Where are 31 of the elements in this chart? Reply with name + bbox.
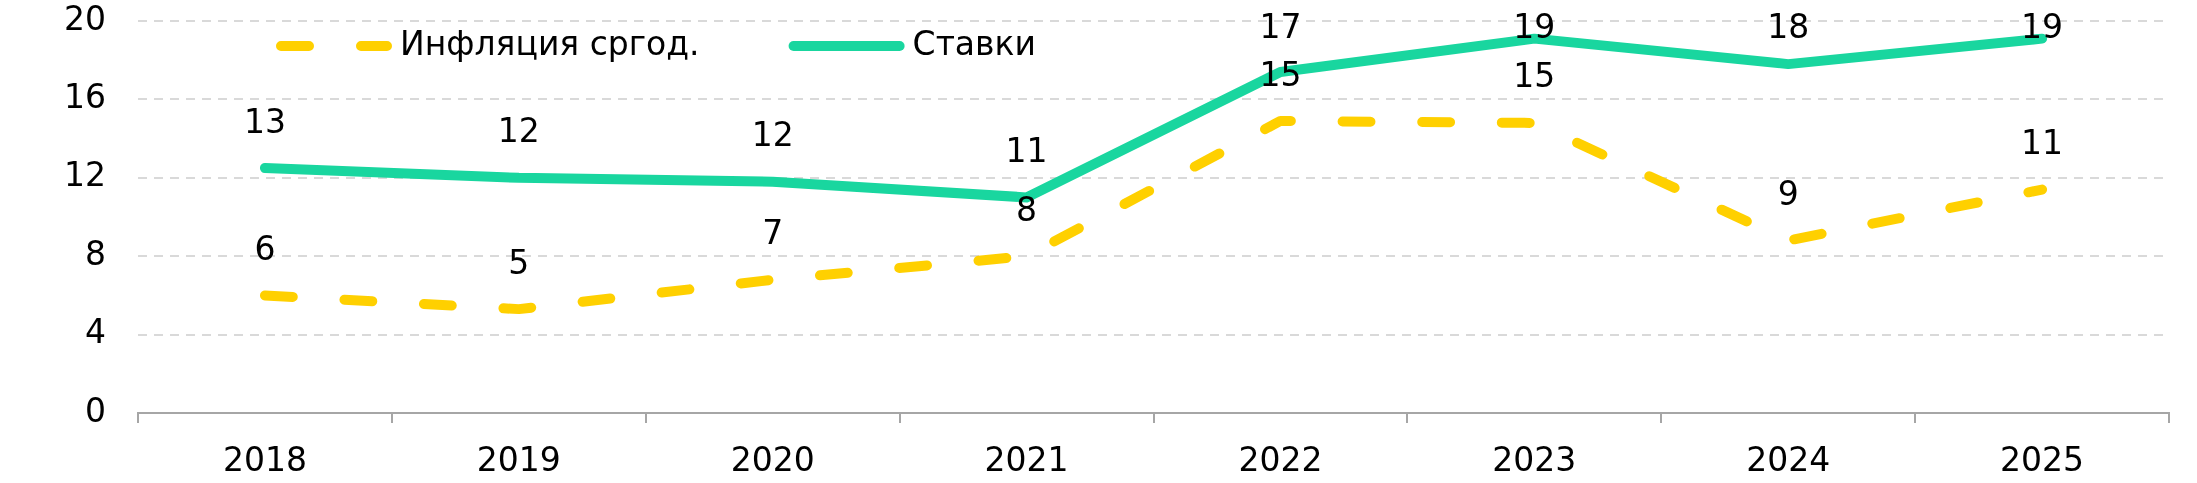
x-tick-label: 2020	[730, 440, 815, 480]
x-tick-label: 2022	[1238, 440, 1323, 480]
data-label: 12	[497, 111, 540, 151]
data-label: 19	[1513, 6, 1556, 46]
y-tick-label: 0	[85, 390, 106, 430]
data-label: 13	[243, 101, 286, 141]
x-tick-label: 2019	[476, 440, 561, 480]
data-label: 9	[1777, 174, 1799, 214]
data-label: 18	[1767, 6, 1810, 46]
data-label: 11	[1005, 130, 1048, 170]
y-tick-label: 8	[85, 233, 106, 273]
x-tick-label: 2024	[1746, 440, 1831, 480]
y-tick-label: 16	[64, 76, 106, 116]
data-label: 15	[1513, 56, 1556, 96]
data-label: 7	[762, 213, 784, 253]
data-label: 19	[2021, 6, 2064, 46]
y-tick-label: 12	[64, 155, 106, 195]
x-tick-label: 2021	[984, 440, 1069, 480]
data-label: 17	[1259, 6, 1302, 46]
y-tick-label: 20	[64, 0, 106, 38]
y-tick-label: 4	[85, 312, 106, 352]
data-label: 8	[1016, 189, 1038, 229]
data-label: 12	[751, 115, 794, 155]
x-tick-label: 2023	[1492, 440, 1577, 480]
data-label: 11	[2021, 123, 2064, 163]
x-tick-label: 2025	[2000, 440, 2085, 480]
legend-label: Инфляция сргод.	[400, 23, 700, 63]
legend-label: Ставки	[912, 23, 1036, 63]
x-tick-label: 2018	[222, 440, 307, 480]
data-label: 5	[508, 242, 530, 282]
data-label: 6	[254, 228, 276, 268]
